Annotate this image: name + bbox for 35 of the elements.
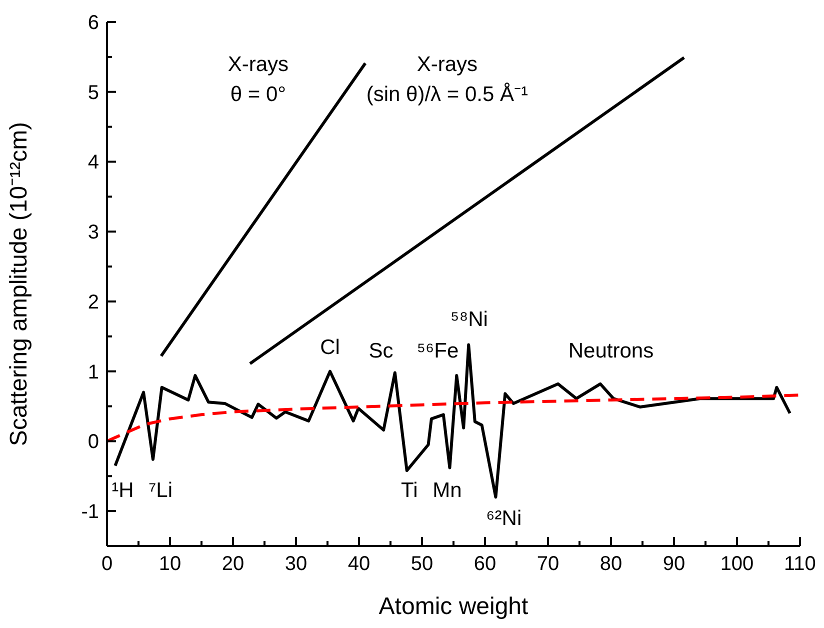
y-tick-label: 4 <box>88 152 99 174</box>
x-tick-label: 0 <box>101 553 113 575</box>
y-tick-label: 0 <box>88 431 99 454</box>
x-tick-label: 110 <box>784 553 816 575</box>
annotation: Neutrons <box>568 339 654 362</box>
annotation: X-rays θ = 0° <box>228 52 289 106</box>
x-tick-label: 50 <box>410 553 434 575</box>
annotation: X-rays (sin θ)/λ = 0.5 Å⁻¹ <box>366 52 528 106</box>
annotation: Cl <box>320 336 340 359</box>
annotation: Sc <box>368 339 394 362</box>
annotation: ¹H <box>112 479 134 502</box>
x-tick-label: 80 <box>600 553 622 575</box>
annotation: ⁵⁶Fe <box>416 339 459 362</box>
x-tick-label: 90 <box>662 553 686 575</box>
annotation: Ti <box>401 479 418 502</box>
x-tick-label: 10 <box>158 553 182 575</box>
y-tick-label: -1 <box>81 501 99 524</box>
y-tick-label: 1 <box>88 361 99 384</box>
annotation: ⁶²Ni <box>486 507 522 530</box>
y-tick-label: 2 <box>88 291 99 314</box>
y-axis-title: Scattering amplitude (10⁻¹²cm) <box>6 122 33 446</box>
x-tick-label: 40 <box>348 553 370 575</box>
annotation: ⁷Li <box>148 479 173 502</box>
y-tick-label: 3 <box>88 222 99 244</box>
annotation: Mn <box>432 479 462 502</box>
x-tick-label: 70 <box>536 553 560 575</box>
y-tick-label: 6 <box>88 12 99 34</box>
x-tick-label: 20 <box>222 553 244 575</box>
x-axis-title: Atomic weight <box>378 593 529 620</box>
line-series <box>107 394 800 443</box>
x-tick-label: 30 <box>284 553 308 575</box>
y-tick-label: 5 <box>88 82 99 104</box>
x-tick-label: 100 <box>720 553 754 575</box>
x-tick-label: 60 <box>474 553 496 575</box>
annotation: ⁵⁸Ni <box>450 308 488 331</box>
